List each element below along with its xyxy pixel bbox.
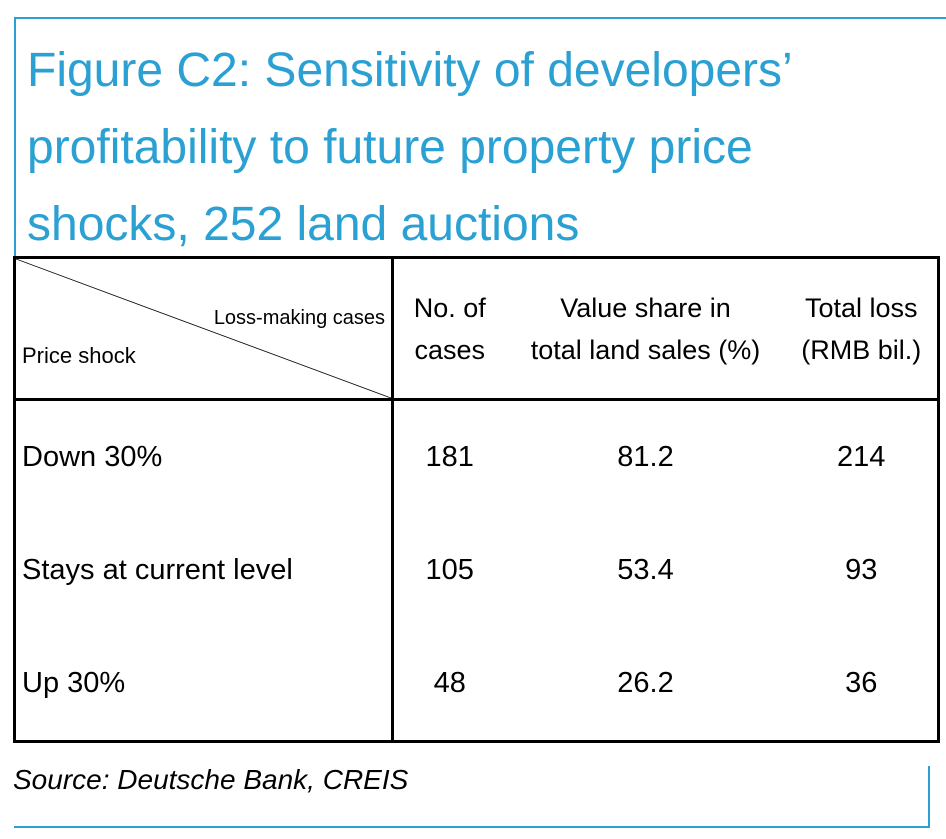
source-note: Source: Deutsche Bank, CREIS <box>13 764 409 795</box>
column-header-line: Total loss <box>804 292 918 323</box>
column-header-value-share: Value share in total land sales (%) <box>505 257 786 401</box>
sensitivity-table: Loss-making cases Price shock No. of cas… <box>13 256 940 743</box>
diagonal-divider <box>16 259 391 398</box>
frame-left-rule <box>14 17 16 259</box>
cases-cell: 48 <box>433 667 466 699</box>
corner-row-axis-label: Price shock <box>22 343 136 368</box>
figure-title: Figure C2: Sensitivity of developers’ pr… <box>27 44 791 251</box>
column-header-cases: No. of cases <box>392 257 506 401</box>
row-label: Down 30% <box>14 399 394 514</box>
value-share-cell: 26.2 <box>617 667 674 699</box>
corner-header-cell: Loss-making cases Price shock <box>14 257 394 401</box>
cases-cell: 181 <box>425 441 474 473</box>
column-header-line: No. of <box>413 292 486 323</box>
cases-cell: 105 <box>425 554 474 586</box>
column-header-line: cases <box>414 334 486 365</box>
row-label: Stays at current level <box>14 514 394 627</box>
corner-column-axis-label: Loss-making cases <box>213 307 385 329</box>
row-label: Up 30% <box>14 627 394 742</box>
total-loss-cell: 36 <box>845 667 878 699</box>
table-row: Down 30% 181 81.2 214 <box>14 399 939 514</box>
total-loss-cell: 214 <box>837 441 886 473</box>
table-row: Up 30% 48 26.2 36 <box>14 627 939 742</box>
column-header-line: Value share in <box>560 292 731 323</box>
frame-top-rule <box>14 17 946 19</box>
column-header-line: total land sales (%) <box>530 334 761 365</box>
frame-right-rule <box>928 766 930 828</box>
frame-bottom-rule <box>14 826 930 828</box>
total-loss-cell: 93 <box>845 554 878 586</box>
table-header-row: Loss-making cases Price shock No. of cas… <box>14 257 939 401</box>
value-share-cell: 53.4 <box>617 554 674 586</box>
column-header-line: (RMB bil.) <box>801 334 922 365</box>
value-share-cell: 81.2 <box>617 441 674 473</box>
column-header-total-loss: Total loss (RMB bil.) <box>785 257 939 401</box>
table-row: Stays at current level 105 53.4 93 <box>14 514 939 627</box>
